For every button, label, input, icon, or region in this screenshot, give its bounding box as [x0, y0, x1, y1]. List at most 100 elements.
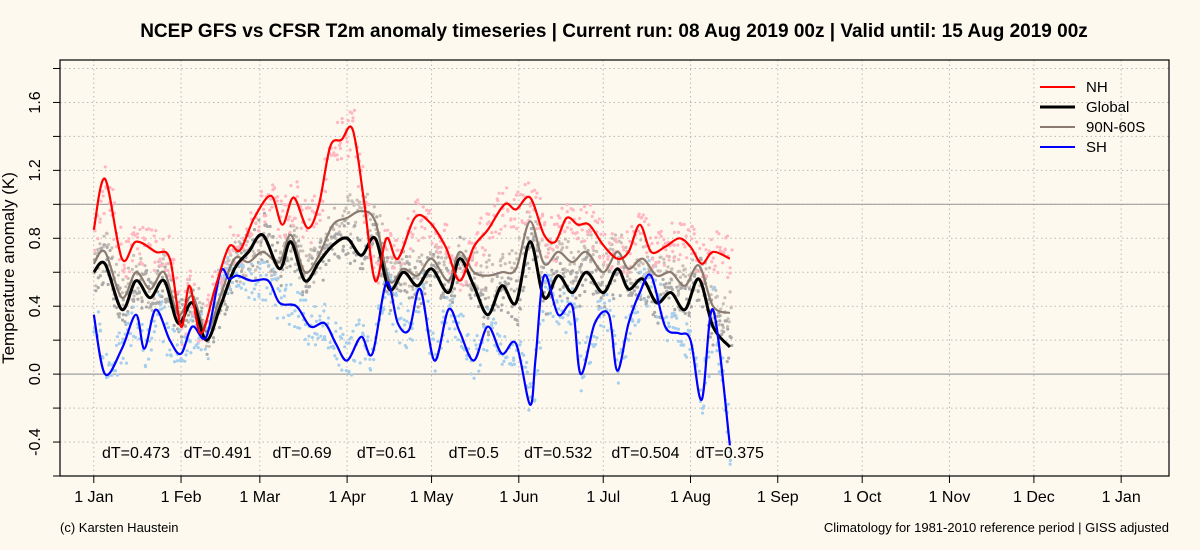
- data-dot: [436, 251, 440, 255]
- data-dot: [583, 290, 587, 294]
- data-dot: [333, 354, 337, 358]
- data-dot: [342, 224, 346, 228]
- data-dot: [558, 261, 562, 266]
- data-dot: [309, 241, 313, 245]
- data-dot: [561, 316, 565, 320]
- data-dot: [611, 293, 615, 297]
- data-dot: [110, 246, 114, 250]
- data-dot: [403, 262, 407, 266]
- data-dot: [608, 241, 612, 246]
- data-dot: [628, 270, 632, 274]
- data-dot: [152, 234, 156, 238]
- data-dot: [527, 408, 531, 412]
- data-dot: [361, 331, 365, 335]
- data-dot: [508, 260, 512, 265]
- data-dot: [599, 306, 604, 310]
- data-dot: [146, 301, 150, 305]
- data-dot: [714, 295, 718, 300]
- data-dot: [676, 243, 680, 247]
- data-dot: [402, 282, 406, 286]
- data-dot: [372, 358, 376, 362]
- data-dot: [526, 236, 530, 240]
- data-dot: [606, 254, 610, 259]
- data-dot: [578, 216, 582, 221]
- data-dot: [196, 346, 200, 350]
- data-dot: [442, 263, 446, 267]
- data-dot: [565, 296, 570, 300]
- data-dot: [567, 320, 571, 324]
- data-dot: [145, 268, 149, 273]
- data-dot: [394, 238, 398, 242]
- data-dot: [358, 238, 362, 242]
- data-dot: [472, 251, 476, 255]
- data-dot: [588, 203, 592, 207]
- data-dot: [484, 286, 488, 290]
- data-dot: [185, 277, 190, 281]
- data-dot: [521, 193, 525, 197]
- data-dot: [102, 212, 106, 216]
- data-dot: [132, 294, 136, 298]
- x-tick-label: 1 Oct: [843, 489, 882, 506]
- data-dot: [240, 269, 244, 273]
- data-dot: [437, 261, 441, 265]
- data-dot: [228, 225, 232, 229]
- data-dot: [540, 214, 545, 218]
- data-dot: [651, 257, 655, 261]
- data-dot: [593, 342, 598, 347]
- x-tick-label: 1 May: [410, 489, 454, 506]
- data-dot: [558, 216, 562, 220]
- data-dot: [571, 293, 575, 297]
- data-dot: [580, 228, 584, 232]
- data-dot: [696, 289, 700, 294]
- data-dot: [199, 348, 203, 352]
- data-dot: [490, 279, 494, 283]
- data-dot: [175, 276, 179, 280]
- data-dot: [188, 310, 192, 314]
- data-dot: [723, 247, 727, 251]
- data-dot: [533, 398, 537, 402]
- data-dot: [415, 259, 420, 263]
- data-dot: [522, 285, 526, 289]
- data-dot: [551, 247, 555, 251]
- data-dot: [274, 249, 278, 253]
- data-dot: [328, 242, 333, 246]
- data-dot: [485, 265, 489, 269]
- data-dot: [592, 334, 596, 339]
- data-dot: [332, 206, 337, 210]
- data-dot: [506, 209, 510, 213]
- data-dot: [206, 297, 210, 302]
- data-dot: [469, 372, 473, 376]
- data-dot: [241, 273, 246, 277]
- data-dot: [344, 136, 349, 140]
- data-dot: [676, 339, 681, 344]
- dt-label: dT=0.5: [449, 445, 499, 462]
- data-dot: [472, 376, 476, 380]
- y-axis-label: Temperature anomaly (K): [0, 172, 18, 364]
- data-dot: [531, 237, 535, 242]
- data-dot: [126, 321, 130, 326]
- data-dot: [289, 283, 293, 287]
- data-dot: [157, 293, 162, 297]
- data-dot: [179, 335, 184, 339]
- data-dot: [685, 297, 689, 301]
- data-dot: [303, 322, 308, 327]
- data-dot: [230, 280, 235, 285]
- data-dot: [248, 268, 252, 273]
- data-dot: [553, 222, 557, 227]
- data-dot: [389, 308, 393, 313]
- data-dot: [222, 273, 226, 278]
- data-dot: [349, 373, 354, 377]
- data-dot: [567, 221, 572, 225]
- data-dot: [346, 221, 350, 226]
- data-dot: [532, 188, 537, 192]
- data-dot: [425, 208, 429, 212]
- data-dot: [351, 116, 355, 120]
- data-dot: [382, 307, 386, 312]
- data-dot: [352, 108, 357, 112]
- data-dot: [503, 224, 507, 228]
- data-dot: [600, 280, 604, 284]
- x-tick-label: 1 Sep: [757, 489, 799, 506]
- data-dot: [512, 362, 517, 366]
- data-dot: [144, 271, 148, 275]
- data-dot: [410, 338, 415, 342]
